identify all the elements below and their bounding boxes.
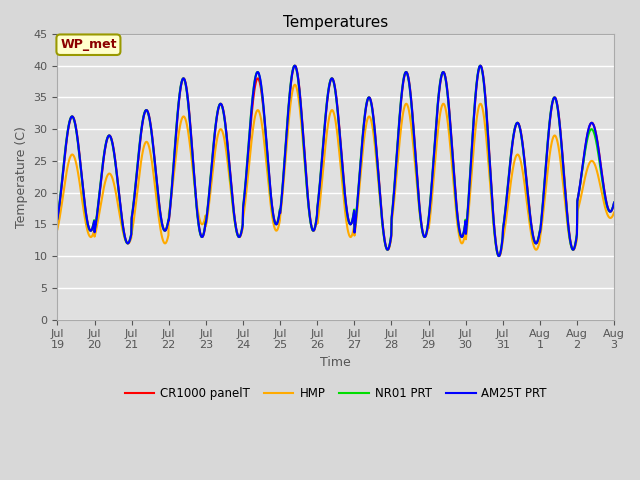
HMP — [164, 236, 172, 241]
Title: Temperatures: Temperatures — [283, 15, 388, 30]
AM25T PRT — [239, 202, 247, 207]
NR01 PRT — [54, 215, 61, 221]
AM25T PRT — [54, 216, 61, 222]
NR01 PRT — [164, 221, 172, 227]
X-axis label: Time: Time — [321, 356, 351, 369]
CR1000 panelT — [545, 131, 552, 136]
AM25T PRT — [610, 200, 618, 205]
NR01 PRT — [495, 253, 502, 259]
AM25T PRT — [496, 252, 504, 258]
NR01 PRT — [239, 200, 247, 206]
CR1000 panelT — [495, 253, 503, 259]
NR01 PRT — [496, 252, 504, 258]
Line: HMP: HMP — [58, 84, 614, 256]
NR01 PRT — [545, 127, 552, 133]
AM25T PRT — [291, 63, 299, 69]
HMP — [496, 253, 504, 259]
AM25T PRT — [545, 129, 552, 135]
NR01 PRT — [610, 200, 618, 205]
Line: NR01 PRT: NR01 PRT — [58, 66, 614, 256]
CR1000 panelT — [54, 217, 61, 223]
Text: WP_met: WP_met — [60, 38, 116, 51]
HMP — [177, 118, 185, 124]
Line: CR1000 panelT: CR1000 panelT — [58, 66, 614, 256]
NR01 PRT — [422, 231, 430, 237]
HMP — [54, 226, 61, 232]
AM25T PRT — [177, 81, 185, 87]
AM25T PRT — [164, 221, 172, 227]
NR01 PRT — [177, 81, 185, 86]
HMP — [610, 210, 618, 216]
CR1000 panelT — [239, 204, 247, 209]
Y-axis label: Temperature (C): Temperature (C) — [15, 126, 28, 228]
Legend: CR1000 panelT, HMP, NR01 PRT, AM25T PRT: CR1000 panelT, HMP, NR01 PRT, AM25T PRT — [120, 383, 552, 405]
HMP — [545, 160, 552, 166]
AM25T PRT — [422, 230, 430, 236]
CR1000 panelT — [496, 253, 504, 259]
CR1000 panelT — [291, 63, 299, 69]
CR1000 panelT — [164, 222, 172, 228]
HMP — [422, 231, 430, 237]
CR1000 panelT — [177, 82, 185, 88]
HMP — [239, 213, 247, 219]
HMP — [495, 253, 503, 259]
HMP — [291, 82, 299, 87]
NR01 PRT — [476, 63, 484, 69]
Line: AM25T PRT: AM25T PRT — [58, 66, 614, 256]
CR1000 panelT — [422, 231, 430, 237]
CR1000 panelT — [610, 200, 618, 206]
AM25T PRT — [495, 253, 502, 259]
